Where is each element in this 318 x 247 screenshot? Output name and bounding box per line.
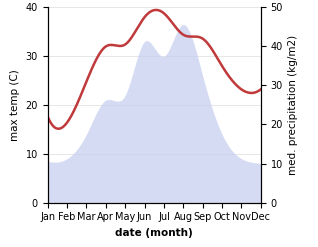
X-axis label: date (month): date (month): [115, 228, 193, 238]
Y-axis label: max temp (C): max temp (C): [10, 69, 20, 141]
Y-axis label: med. precipitation (kg/m2): med. precipitation (kg/m2): [288, 35, 298, 175]
